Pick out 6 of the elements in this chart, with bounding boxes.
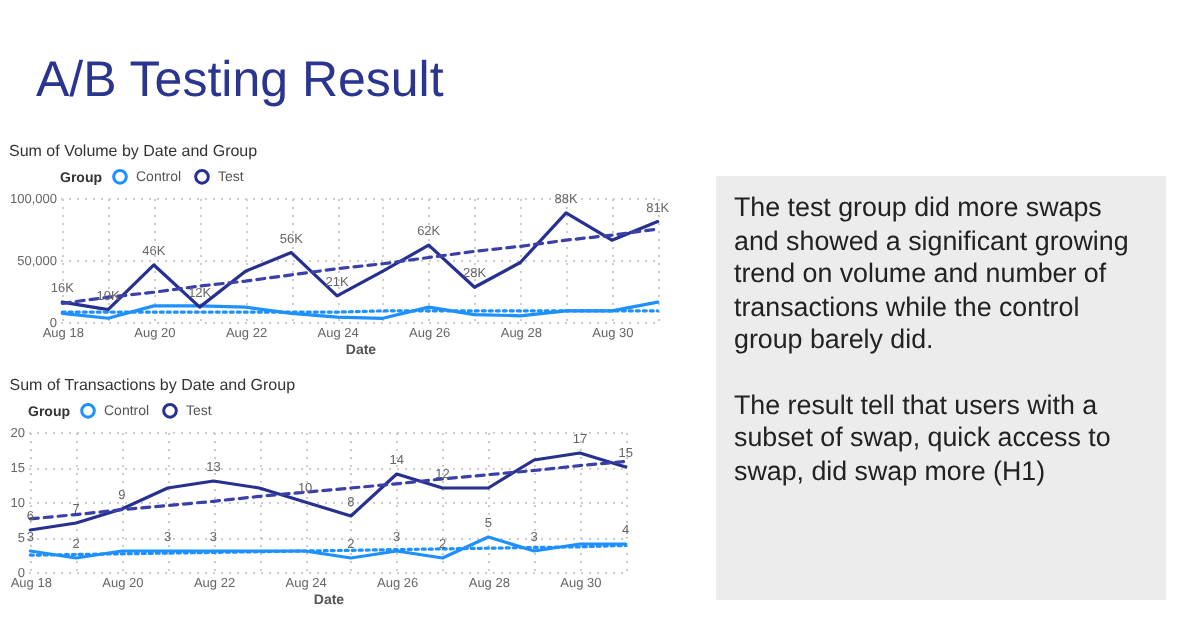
text: The test group did more swaps and showed a significant growing trend on volume and number of transactions while the control group barely did. (734, 192, 1131, 357)
text: A/B Testing Result (36, 52, 444, 110)
text: The result tell that users with a subset of swap, quick access to swap, did swap more (H1) (734, 389, 1113, 488)
line-series (28, 459, 628, 521)
chart-title: Sum of Transactions by Date and Group (9, 376, 297, 394)
chart-title: Sum of Volume by Date and Group (9, 142, 259, 160)
